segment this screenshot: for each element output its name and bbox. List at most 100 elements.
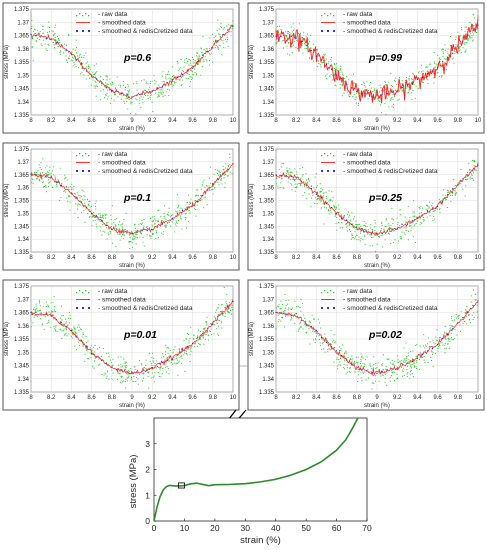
raw-data-point [375, 367, 377, 369]
x-tick-label: 10 [230, 118, 237, 124]
rediscretized-point [275, 311, 277, 314]
raw-data-point [123, 85, 125, 87]
raw-data-point [87, 212, 89, 214]
raw-data-point [378, 369, 380, 371]
raw-data-point [351, 360, 353, 362]
raw-data-point [390, 98, 392, 100]
raw-data-point [42, 158, 44, 160]
raw-data-point [327, 209, 329, 211]
raw-data-point [308, 40, 310, 42]
raw-data-point [431, 360, 433, 362]
raw-data-point [359, 100, 361, 102]
raw-data-point [443, 331, 445, 333]
raw-data-point [188, 204, 190, 206]
legend-rediscretized-label: - smoothed & redisCretized data [98, 305, 193, 312]
raw-data-point [120, 232, 122, 234]
x-tick-label: 8 [29, 255, 33, 261]
raw-data-point [183, 340, 185, 342]
raw-data-point [177, 207, 179, 209]
x-tick-label: 8.2 [47, 255, 56, 261]
raw-data-point [38, 180, 40, 182]
raw-data-point [143, 245, 145, 247]
raw-data-point [162, 80, 164, 82]
raw-data-point [406, 76, 408, 78]
raw-data-point [155, 367, 157, 369]
raw-data-point [83, 209, 85, 211]
raw-data-point [416, 75, 418, 77]
raw-data-point [351, 237, 353, 239]
raw-data-point [116, 218, 118, 220]
raw-data-point [314, 189, 316, 191]
raw-data-point [435, 207, 437, 209]
raw-data-point [439, 345, 441, 347]
raw-data-point [184, 62, 186, 64]
raw-data-point [471, 173, 473, 175]
raw-data-point [218, 174, 220, 176]
raw-data-point [153, 357, 155, 359]
raw-data-point [52, 302, 54, 304]
legend-smoothed-label: - smoothed data [343, 297, 391, 304]
raw-data-point [428, 346, 430, 348]
raw-data-point [171, 66, 173, 68]
raw-data-point [115, 228, 117, 230]
raw-data-point [444, 325, 446, 327]
raw-data-point [432, 352, 434, 354]
raw-data-point [97, 348, 99, 350]
rediscretized-point [116, 369, 118, 371]
raw-data-point [340, 221, 342, 223]
rediscretized-point [80, 201, 83, 203]
rediscretized-point [227, 28, 229, 30]
raw-data-point [277, 314, 279, 316]
raw-data-point [123, 363, 125, 365]
raw-data-point [148, 352, 150, 354]
raw-data-point [445, 347, 447, 349]
raw-data-point [229, 171, 231, 173]
raw-data-point [64, 333, 66, 335]
raw-data-point [173, 81, 175, 83]
raw-data-point [219, 36, 221, 38]
rediscretized-point [447, 56, 449, 58]
raw-data-point [114, 218, 116, 220]
raw-data-point [97, 219, 99, 221]
rediscretized-point [156, 87, 158, 89]
rediscretized-point [212, 182, 214, 185]
raw-data-point [374, 91, 376, 93]
raw-data-point [167, 368, 169, 370]
raw-data-point [310, 327, 312, 329]
raw-data-point [323, 192, 325, 194]
rediscretized-point [366, 231, 368, 233]
rediscretized-point [217, 41, 219, 43]
raw-data-point [31, 36, 33, 38]
raw-data-point [400, 236, 402, 238]
raw-data-point [140, 106, 142, 108]
rediscretized-point [280, 35, 282, 37]
legend-rediscretized-label: - smoothed & redisCretized data [343, 28, 438, 35]
raw-data-point [81, 71, 83, 73]
rediscretized-point [452, 188, 454, 190]
raw-data-point [118, 224, 120, 226]
raw-data-point [55, 39, 57, 41]
raw-data-point [336, 63, 338, 65]
raw-data-point [333, 205, 335, 207]
raw-data-point [94, 345, 96, 347]
raw-data-point [473, 14, 475, 16]
raw-data-point [121, 365, 123, 367]
raw-data-point [450, 192, 452, 194]
raw-data-point [115, 225, 117, 227]
raw-data-point [173, 82, 175, 84]
raw-data-point [465, 51, 467, 53]
raw-data-point [81, 212, 83, 214]
raw-data-point [135, 98, 137, 100]
raw-data-point [335, 77, 337, 79]
raw-data-point [334, 215, 336, 217]
raw-data-point [285, 299, 287, 301]
raw-data-point [198, 61, 200, 63]
raw-data-point [166, 357, 168, 359]
raw-data-point [151, 372, 153, 374]
raw-data-point [402, 89, 404, 91]
raw-data-point [123, 380, 125, 382]
raw-data-point [31, 172, 33, 174]
raw-data-point [179, 68, 181, 70]
legend-raw-symbol [76, 155, 78, 157]
raw-data-point [451, 324, 453, 326]
